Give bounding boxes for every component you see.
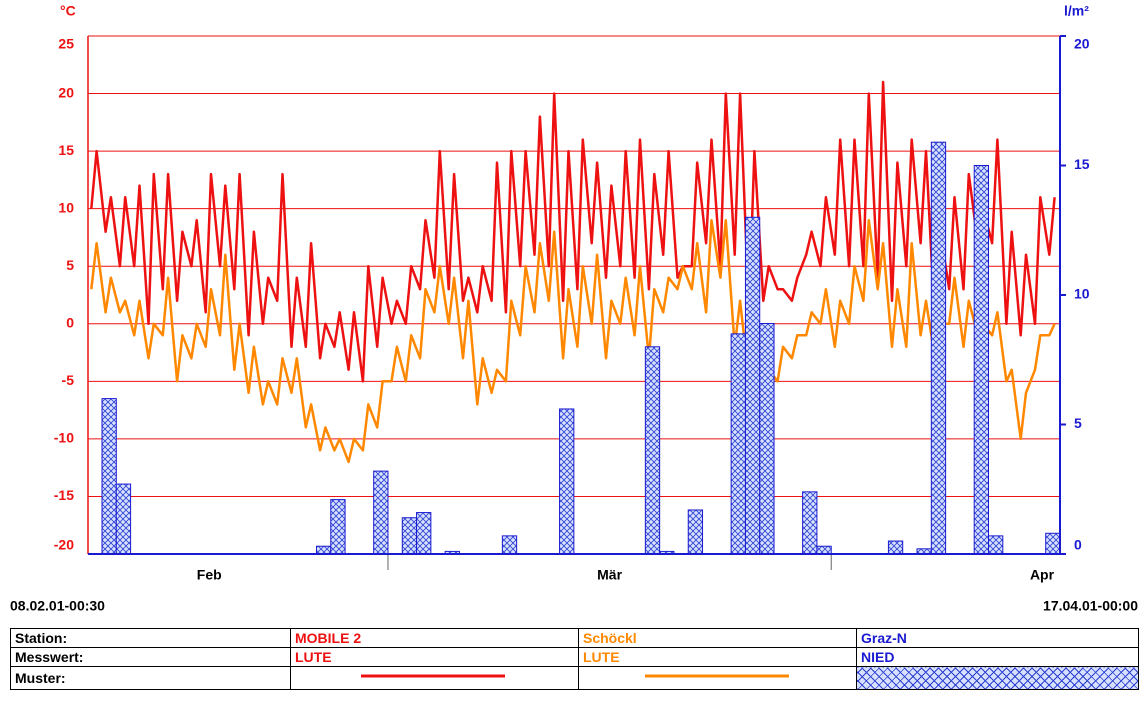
station: Graz-N — [856, 628, 1139, 648]
y-tick-label: 10 — [58, 199, 74, 215]
temperature-line — [90, 218, 1056, 464]
pattern-cell — [578, 666, 857, 690]
measure: LUTE — [578, 647, 857, 667]
precip-bar — [973, 165, 990, 555]
y-tick-label: 5 — [66, 257, 74, 273]
precip-bar — [416, 512, 432, 555]
left-unit: °C — [60, 3, 76, 19]
y-tick-label: 0 — [66, 314, 74, 330]
station: MOBILE 2 — [290, 628, 579, 648]
precip-bar — [644, 346, 661, 555]
precip-bar — [115, 483, 132, 555]
month-label: Feb — [197, 567, 222, 583]
legend-table: Station: MOBILE 2 Schöckl Graz-N Messwer… — [10, 628, 1139, 690]
row-label: Muster: — [10, 666, 291, 690]
precip-bar — [687, 509, 704, 555]
station: Schöckl — [578, 628, 857, 648]
start-date: 08.02.01-00:30 — [10, 598, 105, 614]
y2-tick-label: 20 — [1074, 36, 1090, 52]
chart: °C l/m² 08.02.01-00:30 17.04.01-00:00 -2… — [10, 3, 1138, 614]
y-tick-label: 15 — [58, 142, 74, 158]
row-label: Messwert: — [10, 647, 291, 667]
precip-bar — [101, 398, 117, 555]
precip-bar — [930, 141, 947, 555]
y-tick-label: -10 — [54, 430, 74, 446]
pattern-cell — [290, 666, 579, 690]
y2-tick-label: 5 — [1074, 415, 1082, 431]
end-date: 17.04.01-00:00 — [1043, 598, 1138, 614]
y2-tick-label: 15 — [1074, 156, 1090, 172]
y2-tick-label: 10 — [1074, 286, 1090, 302]
measure: LUTE — [290, 647, 579, 667]
precip-bar — [816, 545, 832, 555]
pattern-row: Muster: — [10, 666, 1139, 690]
precip-bar — [401, 517, 418, 555]
precip-bar — [315, 545, 332, 555]
precip-bar — [744, 216, 761, 555]
station-row: Station: MOBILE 2 Schöckl Graz-N — [10, 628, 1139, 648]
precip-bar — [330, 499, 346, 555]
precip-bar — [887, 540, 904, 555]
pattern-line — [361, 674, 505, 678]
row-label: Station: — [10, 628, 291, 648]
month-label: Mär — [597, 567, 622, 583]
precip-bar — [373, 470, 389, 555]
right-unit: l/m² — [1064, 3, 1089, 19]
month-label: Apr — [1030, 567, 1055, 583]
precip-bar — [730, 333, 746, 555]
measure-row: Messwert: LUTE LUTE NIED — [10, 647, 1139, 667]
precip-bar — [501, 535, 518, 555]
precip-bar — [1045, 532, 1061, 555]
y-tick-label: -5 — [62, 372, 75, 388]
precip-bar — [988, 535, 1004, 555]
measure: NIED — [856, 647, 1139, 667]
precip-bar — [559, 408, 575, 555]
y-tick-label: -15 — [54, 487, 74, 503]
y-tick-label: -20 — [54, 537, 74, 553]
temperature-line — [90, 80, 1056, 383]
precip-bar — [802, 491, 818, 555]
y2-tick-label: 0 — [1074, 537, 1082, 553]
y-tick-label: 20 — [58, 84, 74, 100]
pattern-line — [645, 674, 789, 678]
y-tick-label: 25 — [58, 36, 74, 52]
precip-bar — [759, 322, 775, 555]
pattern-hatch — [856, 666, 1139, 690]
